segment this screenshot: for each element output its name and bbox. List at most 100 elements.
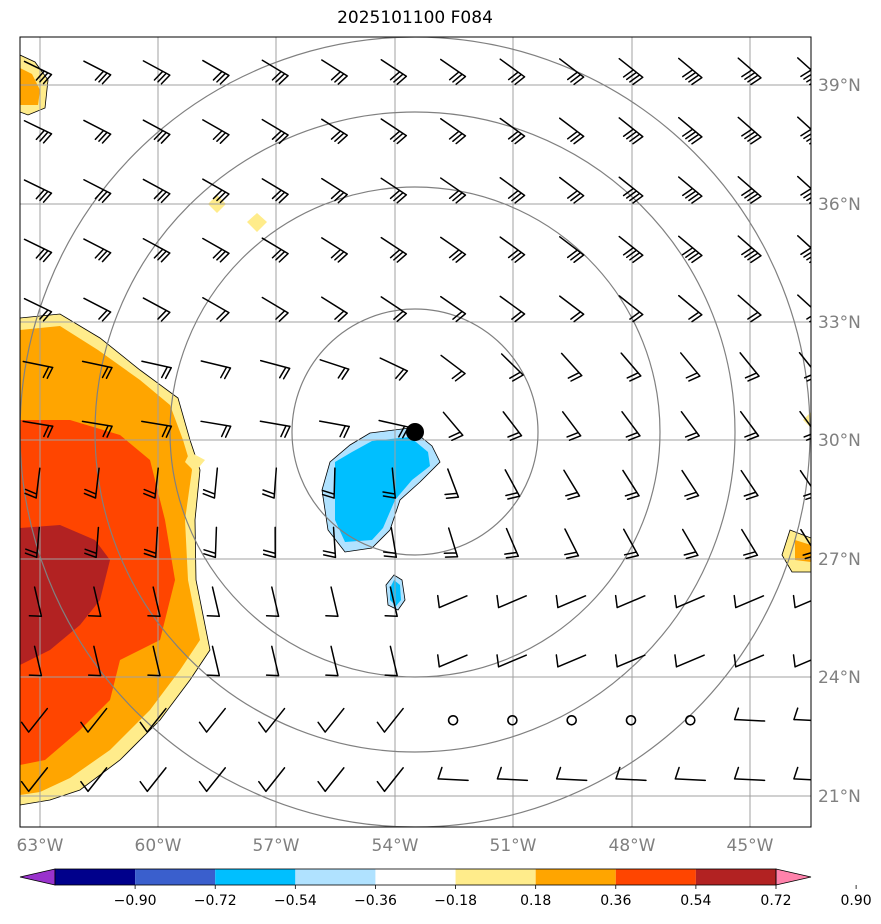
wind-barb	[620, 352, 642, 382]
wind-barb	[206, 586, 221, 618]
wind-barb	[555, 654, 587, 668]
wind-barb	[621, 411, 641, 441]
colorbar-swatch	[695, 869, 776, 885]
wind-barb	[203, 526, 218, 559]
colorbar-swatch	[215, 869, 296, 885]
wind-barb	[739, 410, 760, 441]
colorbar-border	[54, 868, 777, 886]
colorbar-label: 0.18	[520, 893, 551, 909]
wind-barbs	[20, 57, 811, 793]
plot-area	[20, 37, 811, 827]
wind-barb	[615, 766, 647, 782]
wind-barb	[202, 178, 230, 204]
wind-barb	[141, 420, 173, 438]
wind-barb	[321, 237, 348, 263]
wind-barb	[499, 236, 526, 263]
wind-barb	[440, 236, 467, 263]
wind-barb	[499, 58, 526, 86]
colorbar-label: 0.90	[841, 893, 872, 909]
wind-barb	[198, 767, 226, 793]
wind-barb	[139, 707, 167, 733]
wind-barb	[799, 469, 811, 501]
wind-barb	[380, 236, 408, 263]
wind-barb	[496, 766, 529, 782]
wind-barb	[440, 58, 467, 85]
wind-barb	[141, 360, 172, 380]
wind-barb	[22, 420, 54, 438]
wind-barb	[265, 586, 280, 618]
wind-barb	[741, 528, 759, 560]
wind-barb	[202, 297, 230, 322]
wind-barb	[559, 295, 585, 323]
wind-barb	[561, 411, 582, 441]
lat-label-24n: 24°N	[818, 668, 861, 688]
wind-barb	[504, 469, 521, 500]
wind-barb	[681, 528, 699, 560]
lat-label-30n: 30°N	[818, 431, 861, 451]
wind-barb	[678, 235, 703, 264]
wind-barb	[321, 118, 348, 145]
wind-barb	[202, 237, 230, 263]
wind-barb	[499, 295, 526, 323]
storm-center-dot	[406, 423, 424, 441]
wind-barb	[81, 360, 113, 379]
wind-barb	[563, 469, 581, 500]
wind-barb	[81, 420, 113, 438]
wind-barb	[504, 527, 520, 559]
wind-barb	[737, 176, 762, 204]
lat-label-39n: 39°N	[818, 76, 861, 96]
colorbar-swatch	[55, 869, 136, 885]
colorbar-arrow-high	[775, 868, 812, 886]
wind-barb	[147, 645, 161, 677]
wind-barb	[678, 57, 703, 86]
wind-barb	[674, 766, 707, 782]
wind-barb	[262, 526, 276, 559]
colorbar-label: 0.54	[680, 893, 711, 909]
wind-barb	[559, 176, 585, 204]
wind-barb	[622, 528, 640, 560]
wind-barb	[622, 469, 640, 501]
colorbar: −0.90 −0.72 −0.54 −0.36 −0.18 0.18 0.36 0.54 0.7…	[19, 868, 872, 909]
wind-barb	[440, 118, 467, 145]
wind-barb	[560, 352, 583, 382]
wind-barb	[325, 645, 339, 677]
wind-barb	[142, 119, 171, 144]
lat-label-21n: 21°N	[818, 787, 861, 807]
colorbar-arrow-low	[19, 868, 56, 886]
wind-barb	[380, 58, 408, 85]
wind-barb	[500, 353, 524, 382]
wind-barb	[202, 119, 230, 144]
wind-barb	[618, 176, 644, 204]
wind-barb	[200, 360, 232, 380]
lat-label-36n: 36°N	[818, 195, 861, 215]
wind-barb	[20, 707, 49, 733]
wind-barb	[83, 119, 112, 144]
wind-barb-calm	[625, 714, 637, 726]
wind-barb	[797, 294, 811, 323]
wind-barb	[792, 594, 811, 609]
wind-barb	[143, 526, 159, 559]
wind-barb	[737, 116, 762, 145]
colorbar-label: −0.72	[194, 893, 237, 909]
lat-label-27n: 27°N	[818, 550, 861, 570]
colorbar-label: −0.18	[434, 893, 477, 909]
lon-label-48w: 48°W	[609, 836, 656, 856]
wind-barb	[376, 767, 404, 793]
wind-barb	[678, 294, 703, 323]
wind-barb	[380, 177, 408, 204]
wind-barb	[737, 294, 762, 323]
wind-barb	[678, 116, 703, 145]
wind-barb	[737, 235, 762, 264]
wind-barb	[618, 235, 644, 264]
colorbar-swatch	[615, 869, 696, 885]
wind-barb	[28, 586, 43, 618]
wind-barb	[23, 60, 53, 85]
wind-barb	[87, 586, 102, 618]
wind-barb	[317, 707, 345, 733]
wind-barb	[206, 645, 221, 677]
wind-barb	[496, 594, 527, 609]
wind-barb	[261, 296, 289, 322]
map-title: 2025101100 F084	[337, 8, 493, 28]
wind-barb	[261, 118, 289, 145]
